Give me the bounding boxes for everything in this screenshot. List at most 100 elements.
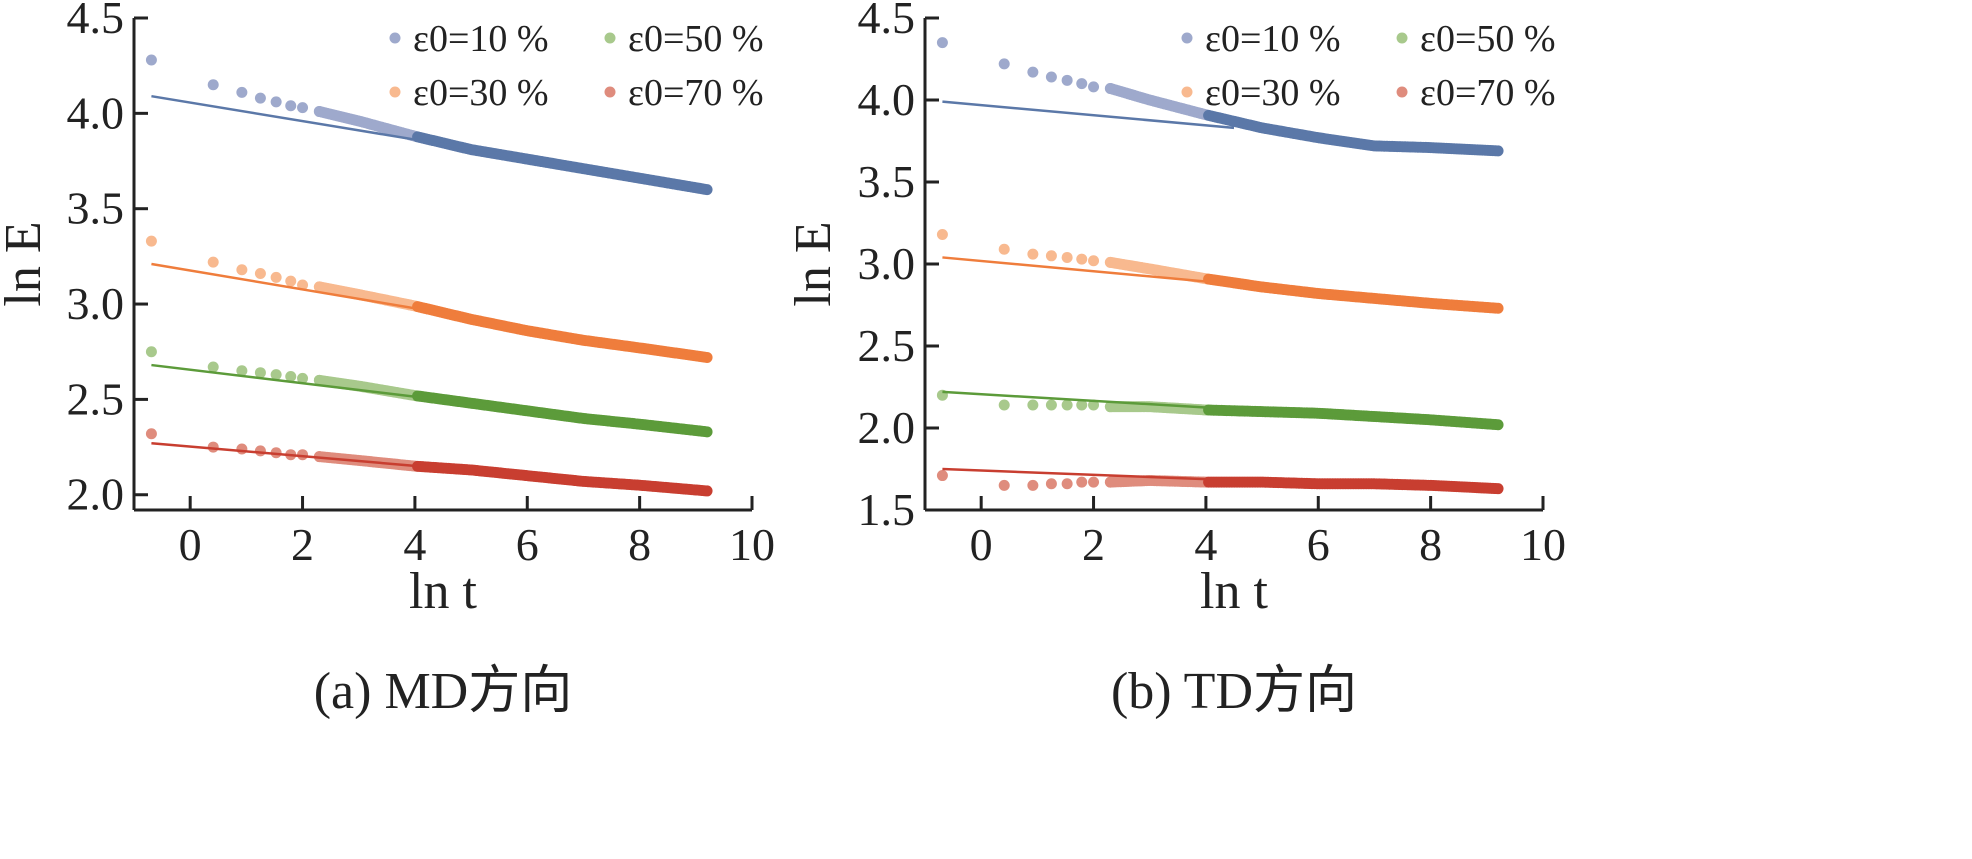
legend-label: ε0=70 % [628,72,764,114]
data-point [998,479,1010,491]
series-2 [936,228,1504,314]
x-tick-label: 4 [403,519,426,570]
legend-marker [1181,32,1193,44]
data-point [285,371,297,383]
y-tick-label: 2.0 [858,402,916,453]
y-tick-label: 2.0 [67,469,125,520]
data-point [297,102,309,114]
data-point [254,92,266,104]
fit-line [942,256,1499,310]
y-axis-label: ln E [785,221,842,306]
data-point [998,399,1010,411]
fit-line [151,262,708,359]
y-tick-label: 4.0 [858,74,916,125]
data-point [236,443,248,455]
data-point [145,428,157,440]
x-tick-label: 10 [729,519,775,570]
data-point [285,100,297,112]
legend-label: ε0=10 % [413,18,549,60]
x-tick-label: 0 [179,519,202,570]
data-point [270,369,282,381]
data-point [1076,399,1088,411]
series-4 [145,428,713,497]
legend-label: ε0=10 % [1205,18,1341,60]
x-axis-label: ln t [409,563,477,620]
data-point [285,275,297,287]
data-point [1045,71,1057,83]
data-point [936,470,948,482]
series-1 [936,37,1504,157]
data-point [1061,74,1073,86]
data-point [1027,399,1039,411]
legend-label: ε0=50 % [628,18,764,60]
data-point [207,361,219,373]
data-point [1061,251,1073,263]
data-point [1076,253,1088,265]
data-point [254,367,266,379]
legend-label: ε0=30 % [413,72,549,114]
legend: ε0=10 % ε0=30 % ε0=50 % ε0=70 % [1181,18,1556,114]
y-axis-label: ln E [0,221,52,306]
data-point [936,37,948,49]
legend-marker [1396,32,1408,44]
data-point [998,243,1010,255]
y-tick-label: 1.5 [858,484,916,535]
x-tick-label: 8 [1419,519,1442,570]
series-3 [145,346,713,438]
legend-label: ε0=50 % [1420,18,1556,60]
data-point [1027,66,1039,78]
data-point [1088,81,1100,93]
x-tick-label: 6 [516,519,539,570]
data-point [1045,250,1057,262]
data-point [1088,399,1100,411]
data-point [145,54,157,66]
data-point [1045,399,1057,411]
data-point [1061,399,1073,411]
panel-caption: (b) TD方向 [1111,663,1357,720]
data-point [145,346,157,358]
x-axis-label: ln t [1200,563,1268,620]
data-point [1076,476,1088,488]
series-1 [145,54,713,196]
data-point [207,79,219,91]
data-point [998,58,1010,70]
data-point [297,372,309,384]
data-point [236,264,248,276]
series-2 [145,235,713,363]
data-point [1088,255,1100,267]
fit-line [151,363,708,434]
data-point [1088,476,1100,488]
data-point [1492,483,1504,495]
series-3 [936,389,1504,431]
panel-caption: (a) MD方向 [314,663,573,720]
x-tick-label: 2 [291,519,314,570]
y-tick-label: 3.5 [858,156,916,207]
fit-line [942,390,1499,426]
x-tick-label: 4 [1194,519,1217,570]
legend-label: ε0=30 % [1205,72,1341,114]
x-tick-label: 6 [1307,519,1330,570]
y-tick-label: 3.5 [67,183,125,234]
fit-line [151,442,708,493]
data-point [254,268,266,280]
series-4 [936,467,1504,495]
data-point [236,86,248,98]
data-point [1045,478,1057,490]
data-point [1027,479,1039,491]
data-point [1076,78,1088,90]
data-point [1061,478,1073,490]
legend-marker [604,86,616,98]
y-tick-label: 2.5 [67,373,125,424]
data-point [145,235,157,247]
data-point [1492,145,1504,157]
chart-panel-a: 0 2 4 6 8 10 2.0 2.5 3.0 3.5 4.0 4.5 ln t ln E (a) MD方… [0,0,775,720]
y-tick-label: 4.0 [67,87,125,138]
fit-line [942,100,1235,130]
y-tick-label: 3.0 [67,278,125,329]
legend-marker [389,86,401,98]
chart-panel-b: 0 2 4 6 8 10 1.5 2.0 2.5 3.0 3.5 4.0 4.5 ln t ln E (b) … [785,0,1566,720]
x-tick-label: 10 [1520,519,1566,570]
fit-line [151,94,708,189]
x-tick-label: 0 [970,519,993,570]
